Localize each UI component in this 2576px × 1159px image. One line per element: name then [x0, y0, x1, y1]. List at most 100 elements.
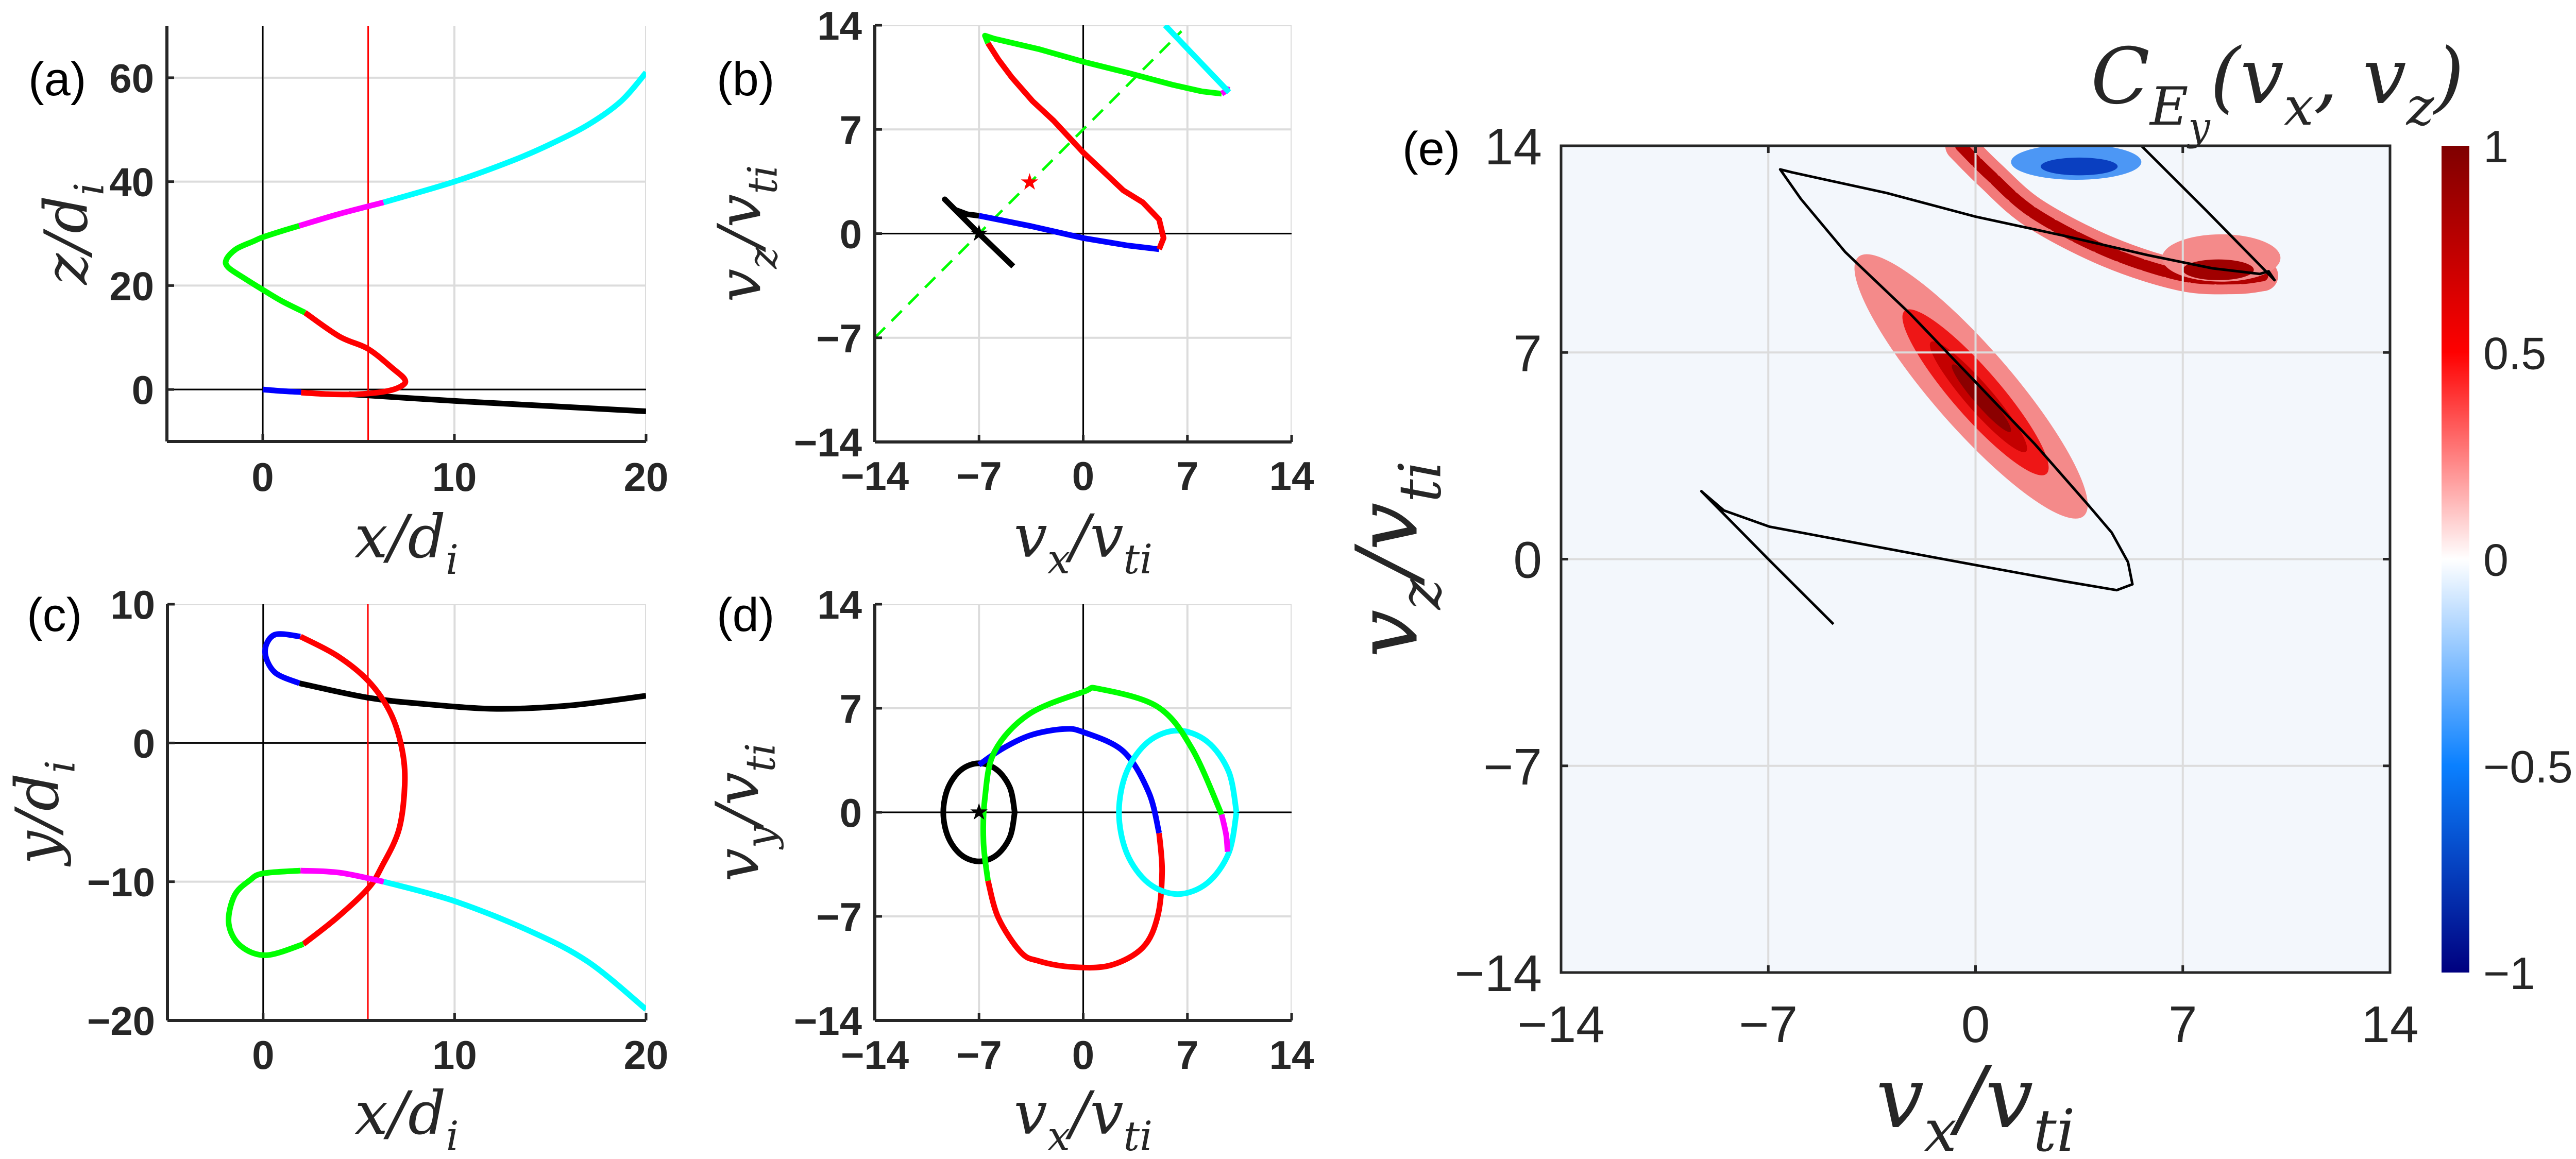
math-symbol: C [2091, 32, 2150, 122]
x-tick-label: 14 [1269, 1032, 1314, 1078]
math-symbol: , [2314, 32, 2363, 122]
math-subscript: x [2284, 76, 2314, 138]
y-tick-label: 40 [109, 160, 154, 205]
plot-area [167, 604, 646, 1020]
math-symbol: v [706, 269, 775, 302]
math-subsubscript: y [2187, 104, 2211, 149]
math-symbol: x [354, 503, 388, 572]
math-symbol: v [1338, 502, 1437, 550]
series-trajectory [1700, 146, 2276, 625]
series-blue-segment [978, 213, 1160, 252]
panel-a: 0 10 20 0 20 40 60 x/di z/di (a) [28, 26, 668, 584]
y-tick-label: −7 [1483, 738, 1542, 796]
panel-d: ★ −14 −7 0 7 14 −14 −7 0 7 14 vx/vti vy/vti (d) [704, 582, 1314, 1159]
y-tick-label: 7 [840, 686, 862, 731]
y-tick-label: 0 [840, 212, 862, 257]
y-tick-label: −7 [816, 894, 862, 940]
series-cyan-segment [1116, 727, 1240, 897]
black-star-marker: ★ [969, 799, 989, 825]
x-axis-label: vx/vti [1876, 1048, 2075, 1159]
math-symbol: v [2363, 32, 2406, 122]
heatmap [1854, 146, 2281, 519]
colorbar-gradient [2442, 146, 2469, 973]
y-tick-label: 60 [109, 56, 154, 101]
panel-label: (b) [717, 53, 774, 106]
x-tick-label: 10 [432, 454, 477, 500]
plot-content [167, 604, 646, 1020]
plot-content: ★★ [875, 25, 1292, 442]
colorbar-tick-label: 0.5 [2483, 328, 2546, 379]
panel-e: −14 −7 0 7 14−14−70714vx/vtivz/vti(e)CEy(vx,… [1338, 32, 2573, 1159]
colorbar-tick-label: −0.5 [2483, 741, 2573, 792]
series-blue-segment [262, 631, 301, 686]
math-symbol: / [1338, 543, 1437, 586]
x-tick-label: 7 [1176, 1032, 1198, 1078]
y-axis-label: z/di [32, 183, 113, 286]
y-axis-label: vy/vti [704, 743, 785, 881]
series-red-segment [299, 634, 408, 947]
math-symbol: v [1985, 1048, 2033, 1147]
series-green-segment [982, 32, 1222, 97]
series-red-segment [985, 41, 1167, 250]
x-tick-label: 14 [1269, 453, 1314, 499]
x-tick-label: 20 [624, 1032, 669, 1078]
math-symbol: v [1090, 502, 1124, 571]
y-tick-label: −20 [87, 998, 155, 1044]
red-star-marker: ★ [1020, 169, 1040, 195]
series-blue-segment [262, 386, 301, 395]
axes: −14 −7 0 7 14 −14 −7 0 7 14 [1454, 118, 2418, 1053]
series-black-segment [942, 196, 1015, 269]
y-axis-label: y/di [4, 760, 84, 867]
math-symbol: y [4, 830, 73, 867]
math-symbol: v [1876, 1048, 1924, 1147]
math-symbol: v [2240, 32, 2284, 122]
series-cyan-segment [1163, 25, 1231, 94]
x-tick-label: −7 [1739, 996, 1798, 1053]
series-magenta-segment [300, 867, 385, 885]
plot-area [167, 26, 646, 441]
y-tick-label: 14 [1485, 118, 1542, 176]
x-tick-label: 20 [624, 454, 669, 500]
y-axis-label: vz/vti [1338, 461, 1454, 657]
math-symbol: d [408, 1079, 446, 1148]
x-tick-label: 0 [1072, 453, 1094, 499]
math-subscript: i [66, 183, 113, 196]
axes: 0 10 20 0 20 40 60 [109, 26, 668, 500]
series-blue-segment [977, 726, 1162, 834]
math-symbol: v [1090, 1079, 1124, 1148]
panel-label: (d) [717, 589, 774, 641]
plot-content [167, 26, 646, 441]
series-green-segment [223, 223, 307, 315]
axes: −14 −7 0 7 14 −14 −7 0 7 14 [794, 582, 1314, 1078]
heatmap-contour-central-lobe-level-0.9 [1952, 364, 2011, 432]
math-subscript: i [38, 760, 84, 773]
series-cyan-segment [383, 879, 646, 1012]
x-tick-label: −7 [956, 453, 1002, 499]
panel-label: (c) [27, 589, 82, 641]
black-star-marker: ★ [969, 220, 989, 247]
axes: 0 10 20 −20 −10 0 10 [87, 582, 669, 1078]
x-tick-label: 0 [1072, 1032, 1094, 1078]
plot-content: ★ [875, 604, 1292, 1020]
heatmap-contour-negative-patch-dark [2040, 157, 2118, 176]
math-subscript: ti [738, 743, 785, 772]
math-symbol: z [32, 252, 101, 285]
series-red-segment [301, 310, 409, 398]
math-subscript: ti [1387, 461, 1454, 502]
math-subscript: x [1047, 536, 1070, 583]
y-tick-label: −14 [1454, 945, 1542, 1002]
y-tick-label: 7 [1513, 325, 1542, 382]
panel-label: (a) [28, 53, 86, 106]
math-symbol: ( [2210, 32, 2242, 122]
x-tick-label: 10 [432, 1032, 477, 1078]
y-tick-label: −14 [794, 998, 862, 1044]
math-subscript: ti [740, 165, 787, 194]
math-symbol: v [706, 194, 775, 228]
axes: −14 −7 0 7 14 −14 −7 0 7 14 [794, 3, 1314, 499]
panel-label: (e) [1402, 123, 1460, 175]
math-subscript: z [2406, 76, 2435, 138]
x-axis-label: vx/vti [1014, 502, 1153, 583]
y-tick-label: 10 [110, 582, 155, 627]
colorbar: 1 0.5 0 −0.5 −1 [2442, 121, 2573, 999]
